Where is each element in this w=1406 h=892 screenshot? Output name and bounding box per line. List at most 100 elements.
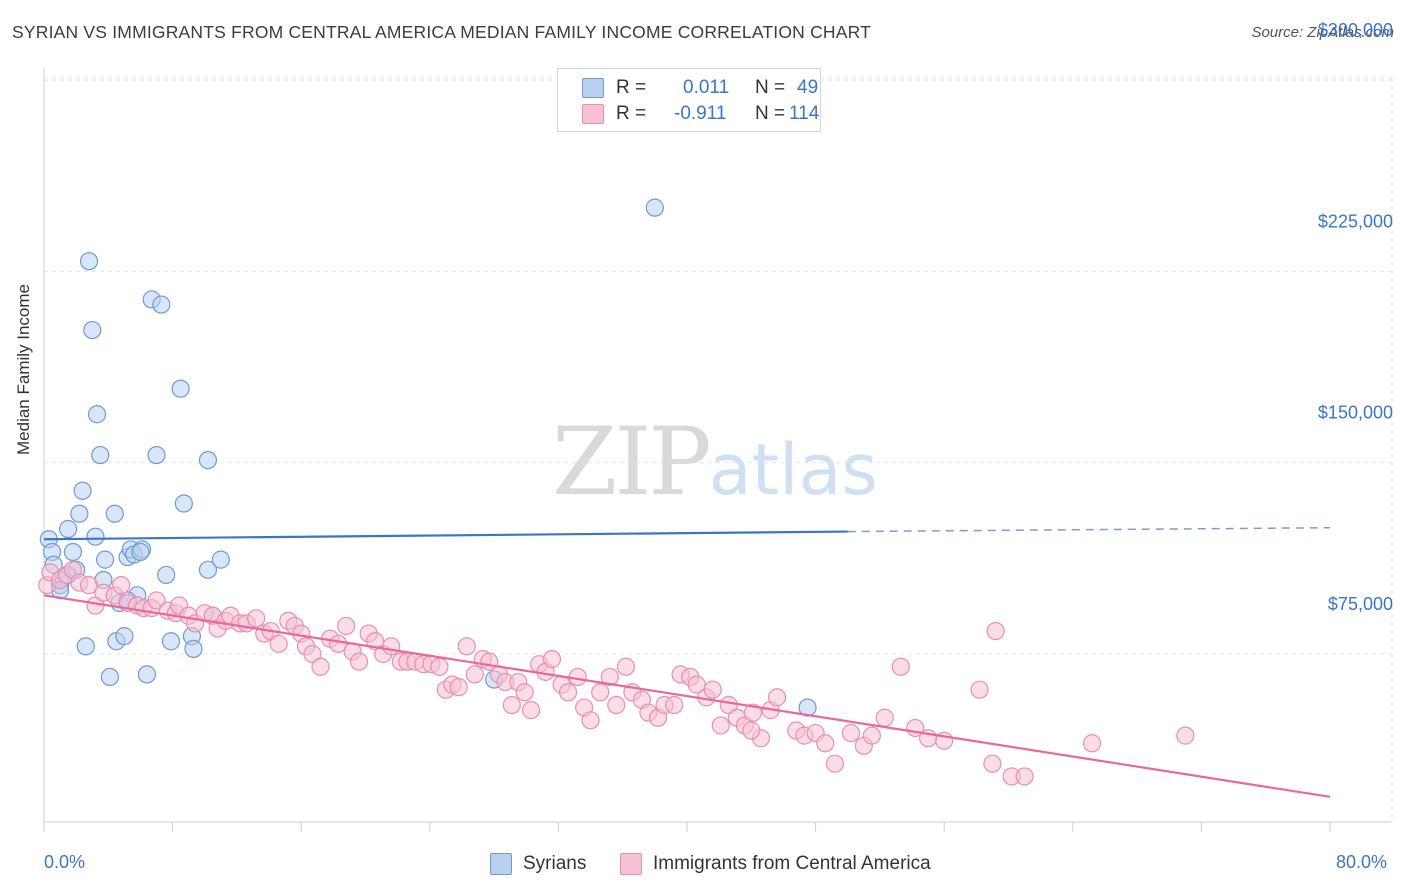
bottom-legend-swatch-syrians [490, 853, 512, 875]
central-america-point [465, 665, 484, 684]
central-america-point [983, 754, 1002, 773]
bottom-legend-label: Syrians [523, 853, 587, 874]
y-tick-labels: $75,000 $150,000 $225,000 $300,000 [1318, 20, 1393, 614]
central-america-point [581, 711, 600, 730]
central-america-point [970, 680, 989, 699]
syrian-point [645, 198, 664, 217]
central-america-point [430, 657, 449, 676]
central-america-point [591, 683, 610, 702]
syrian-point [70, 504, 89, 523]
y-axis-label: Median Family Income [14, 283, 33, 455]
syrian-point [91, 445, 110, 465]
central-america-point [349, 652, 369, 671]
legend-n-label: N = [755, 103, 786, 124]
legend-r-value: -0.911 [674, 103, 727, 124]
central-america-point [825, 754, 844, 773]
central-america-point [247, 609, 266, 628]
syrian-point [100, 667, 120, 687]
central-america-point [600, 667, 619, 687]
watermark-atlas: atlas [708, 429, 878, 511]
central-america-point [742, 721, 761, 740]
bottom-legend-swatch-central-america [620, 853, 642, 875]
syrian-point [174, 494, 193, 513]
legend-n-value: 114 [789, 103, 820, 124]
central-america-point [502, 695, 521, 715]
central-america-point [986, 621, 1005, 641]
central-america-point [703, 680, 722, 699]
central-america-point [862, 726, 881, 745]
y-tick-label: $225,000 [1318, 211, 1393, 231]
correlation-legend: R = 0.011 N = 49 R = -0.911 N = 114 [557, 68, 821, 132]
central-america-point [457, 637, 476, 656]
bottom-legend-label: Immigrants from Central America [653, 853, 931, 874]
central-america-point [616, 657, 636, 676]
syrian-point [184, 639, 203, 658]
central-america-point [382, 637, 401, 656]
central-america-points [38, 560, 1195, 786]
source-label: Source: ZipAtlas.com [1251, 24, 1394, 41]
central-america-point [607, 695, 626, 715]
central-america-point [687, 675, 706, 694]
trend-lines [43, 526, 1331, 798]
y-tick-label: $300,000 [1318, 20, 1393, 40]
central-america-point [665, 695, 684, 715]
syrian-point [83, 320, 102, 340]
syrian-point [137, 665, 156, 684]
x-axis-max-label: 80.0% [1336, 852, 1388, 872]
syrian-point [198, 560, 218, 579]
syrian-point [152, 295, 171, 314]
central-america-point [521, 701, 541, 720]
grid-lines [44, 77, 1393, 822]
central-america-point [1176, 726, 1195, 745]
syrian-point [105, 504, 124, 523]
central-america-point [816, 734, 835, 753]
central-america-point [112, 576, 131, 595]
central-america-point [767, 688, 787, 707]
syrian-point [147, 445, 166, 465]
legend-r-label: R = [616, 103, 647, 124]
central-america-point [542, 650, 562, 669]
central-america-point [743, 703, 763, 722]
syrian-point [76, 637, 95, 656]
syrian-point [157, 565, 176, 585]
legend-swatch-syrians [582, 78, 604, 98]
syrians-points [39, 198, 817, 717]
central-america-point [269, 634, 288, 653]
y-tick-label: $75,000 [1328, 594, 1393, 614]
syrian-point [171, 379, 190, 398]
legend-swatch-central-america [582, 104, 604, 124]
legend-n-value: 49 [797, 77, 819, 98]
central-america-trend-line [43, 594, 1331, 798]
syrians-trend-extension [847, 526, 1331, 533]
y-tick-label: $150,000 [1318, 403, 1393, 423]
syrian-point [87, 405, 107, 424]
central-america-point [449, 678, 468, 697]
syrian-point [115, 627, 134, 646]
axes [43, 68, 1392, 832]
legend-n-label: N = [755, 77, 786, 98]
x-axis-min-label: 0.0% [44, 852, 86, 872]
central-america-point [558, 683, 578, 702]
syrian-point [95, 550, 115, 569]
central-america-point [515, 683, 534, 702]
central-america-point [841, 723, 861, 743]
central-america-point [311, 657, 330, 676]
syrian-point [131, 542, 150, 562]
central-america-point [711, 716, 730, 735]
legend-r-label: R = [616, 77, 647, 98]
chart-title: SYRIAN VS IMMIGRANTS FROM CENTRAL AMERIC… [12, 22, 872, 42]
legend-r-value: 0.011 [683, 77, 730, 98]
watermark-logo: ZIPatlas [552, 408, 878, 517]
syrian-point [79, 252, 99, 271]
syrian-point [86, 527, 105, 546]
central-america-point [79, 576, 99, 595]
syrian-point [198, 451, 218, 470]
syrian-point [211, 550, 230, 569]
syrian-point [73, 481, 92, 500]
central-america-point [337, 616, 356, 636]
central-america-point [147, 591, 166, 610]
central-america-point [1015, 767, 1034, 786]
central-america-point [891, 657, 910, 676]
central-america-point [1082, 734, 1102, 753]
